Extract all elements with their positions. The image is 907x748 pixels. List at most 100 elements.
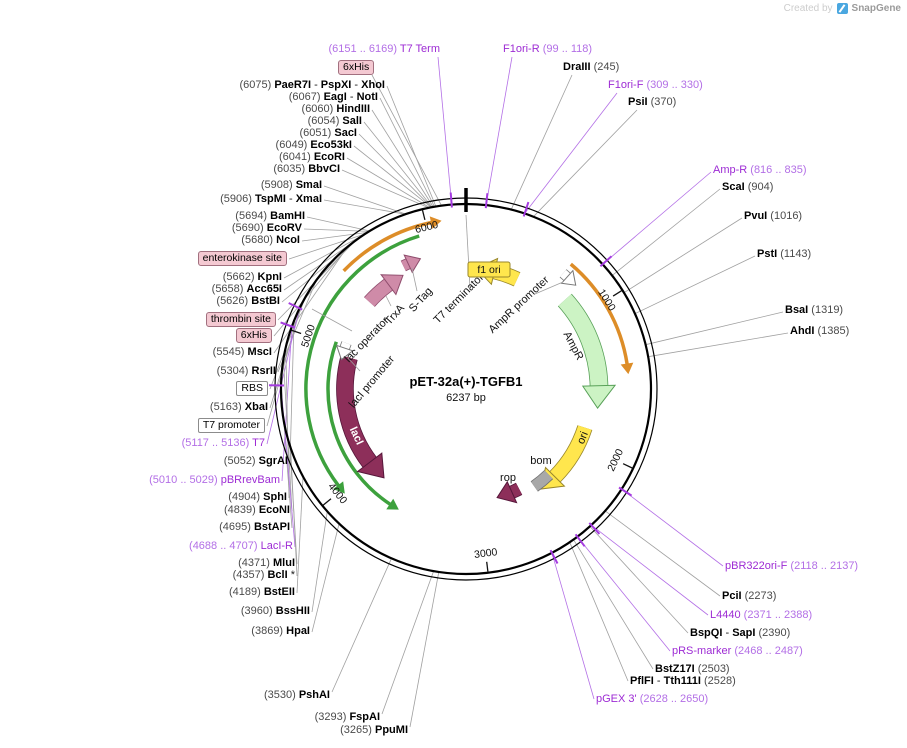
connector-scai bbox=[611, 188, 721, 276]
site-label-f1ori-r[interactable]: F1ori-R (99 .. 118) bbox=[503, 43, 593, 55]
site-label-bstapi[interactable]: (4695) BstAPI bbox=[219, 521, 290, 533]
site-label-eagi-noti[interactable]: (6067) EagI - NotI bbox=[288, 91, 378, 103]
primer-tick-6160[interactable] bbox=[449, 192, 453, 208]
site-label-hpai[interactable]: (3869) HpaI bbox=[251, 625, 310, 637]
primer-tick-5020[interactable] bbox=[280, 321, 296, 329]
primer-tick-2477[interactable] bbox=[574, 533, 586, 547]
feature-arrowhead-TrxA[interactable] bbox=[380, 274, 404, 296]
site-label-t7-term[interactable]: (6151 .. 6169) T7 Term bbox=[328, 43, 441, 55]
site-label-ncoi[interactable]: (5680) NcoI bbox=[241, 234, 300, 246]
site-label-pgex-3[interactable]: pGEX 3' (2628 .. 2650) bbox=[596, 693, 709, 705]
site-label-tspmi-xmai[interactable]: (5906) TspMI - XmaI bbox=[220, 193, 322, 205]
site-label-hindiii[interactable]: (6060) HindIII bbox=[301, 103, 370, 115]
site-label-l4440[interactable]: L4440 (2371 .. 2388) bbox=[710, 609, 813, 621]
site-label-enterokinase-site[interactable]: enterokinase site bbox=[197, 251, 287, 266]
feature-label-f1-ori[interactable]: f1 ori bbox=[477, 264, 500, 276]
site-label-6xhis-top[interactable]: 6xHis bbox=[338, 60, 375, 75]
scale-tick-1000 bbox=[612, 290, 622, 297]
feature-arrowhead-S-Tag[interactable] bbox=[403, 254, 422, 274]
primer-tick-2380[interactable] bbox=[588, 522, 601, 535]
site-label-bbvci[interactable]: (6035) BbvCI bbox=[273, 163, 340, 175]
site-label-pbrrevbam[interactable]: (5010 .. 5029) pBRrevBam bbox=[149, 474, 280, 486]
primer-tick-2639[interactable] bbox=[549, 549, 559, 564]
site-label-bsshii[interactable]: (3960) BssHII bbox=[240, 605, 310, 617]
site-label-sphi[interactable]: (4904) SphI bbox=[228, 491, 287, 503]
primer-tick-108[interactable] bbox=[484, 193, 489, 209]
feature-arrowhead-orf-arc-green-outer[interactable] bbox=[333, 481, 345, 494]
site-label-pvui[interactable]: PvuI (1016) bbox=[744, 210, 803, 222]
site-label-prs-marker[interactable]: pRS-marker (2468 .. 2487) bbox=[672, 645, 803, 657]
site-label-amp-r[interactable]: Amp-R (816 .. 835) bbox=[713, 164, 807, 176]
site-label-sali[interactable]: (6054) SalI bbox=[307, 115, 362, 127]
feature-label-bom[interactable]: bom bbox=[530, 455, 551, 467]
site-label-ahdi[interactable]: AhdI (1385) bbox=[790, 325, 850, 337]
feature-arc-orf-arc-top-left[interactable] bbox=[342, 220, 432, 273]
site-label-kpni[interactable]: (5662) KpnI bbox=[222, 271, 282, 283]
feature-arrowhead-rop[interactable] bbox=[496, 480, 518, 504]
scale-label-6000: 6000 bbox=[414, 219, 440, 236]
feature-arc-AmpR[interactable] bbox=[558, 294, 608, 387]
feature-arc-bom[interactable] bbox=[531, 470, 553, 492]
watermark: Created by SnapGene bbox=[784, 3, 901, 14]
feature-arrowhead-orf-arc-right[interactable] bbox=[620, 362, 634, 375]
site-label-rbs[interactable]: RBS bbox=[236, 381, 268, 396]
site-label-acc65i[interactable]: (5658) Acc65I bbox=[211, 283, 282, 295]
feature-arrowhead-AmpR-promoter[interactable] bbox=[560, 269, 577, 286]
site-label-bsai[interactable]: BsaI (1319) bbox=[785, 304, 844, 316]
feature-label-ori[interactable]: ori bbox=[575, 430, 591, 446]
site-label-draiii[interactable]: DraIII (245) bbox=[563, 61, 620, 73]
feature-arrowhead-lacI-promoter[interactable] bbox=[335, 344, 354, 361]
site-label-laci-r[interactable]: (4688 .. 4707) LacI-R bbox=[189, 540, 293, 552]
site-label-sgrai[interactable]: (5052) SgrAI bbox=[223, 455, 288, 467]
site-label-pflfi-tth111i[interactable]: PflFI - Tth111I (2528) bbox=[630, 675, 736, 687]
feature-arc-orf-arc-green-outer[interactable] bbox=[304, 234, 420, 487]
feature-arc-orf-arc-green-inner[interactable] bbox=[326, 341, 392, 506]
site-label-bamhi[interactable]: (5694) BamHI bbox=[235, 210, 305, 222]
feature-label-rop[interactable]: rop bbox=[500, 472, 516, 484]
feature-arrowhead-orf-arc-top-left[interactable] bbox=[429, 216, 442, 229]
connector-f1ori-r bbox=[485, 56, 513, 206]
site-label-ecori[interactable]: (6041) EcoRI bbox=[278, 151, 345, 163]
primer-tick-5126[interactable] bbox=[288, 302, 303, 311]
connector-eagi-noti bbox=[379, 97, 435, 207]
site-label-t7-promoter[interactable]: T7 promoter bbox=[197, 418, 265, 433]
feature-arc-ori[interactable] bbox=[549, 425, 592, 482]
feature-arrowhead-lacI[interactable] bbox=[356, 452, 385, 479]
site-label-thrombin-site[interactable]: thrombin site bbox=[205, 312, 276, 327]
site-label-scai[interactable]: ScaI (904) bbox=[722, 181, 774, 193]
site-label-ecorv[interactable]: (5690) EcoRV bbox=[231, 222, 302, 234]
feature-arrowhead-orf-arc-green-inner[interactable] bbox=[386, 498, 399, 510]
site-label-psti[interactable]: PstI (1143) bbox=[757, 248, 812, 260]
site-label-smai[interactable]: (5908) SmaI bbox=[260, 179, 322, 191]
primer-tick-2127[interactable] bbox=[618, 486, 633, 497]
feature-label-box-f1-ori[interactable] bbox=[467, 261, 511, 278]
site-label-saci[interactable]: (6051) SacI bbox=[299, 127, 358, 139]
primer-tick-320[interactable] bbox=[522, 201, 530, 217]
feature-arrowhead-AmpR[interactable] bbox=[581, 384, 617, 409]
site-label-bcli[interactable]: (4357) BclI * bbox=[232, 569, 295, 581]
site-label-psii[interactable]: PsiI (370) bbox=[628, 96, 677, 108]
site-label-rsrii[interactable]: (5304) RsrII bbox=[216, 365, 276, 377]
site-label-pshai[interactable]: (3530) PshAI bbox=[263, 689, 330, 701]
feature-arc-orf-arc-right[interactable] bbox=[569, 262, 629, 365]
site-label-f1ori-f[interactable]: F1ori-F (309 .. 330) bbox=[608, 79, 703, 91]
site-label-pcii[interactable]: PciI (2273) bbox=[722, 590, 777, 602]
site-label-bstz17i[interactable]: BstZ17I (2503) bbox=[655, 663, 730, 675]
site-label-pbr322ori-f[interactable]: pBR322ori-F (2118 .. 2137) bbox=[725, 560, 859, 572]
site-label-mlui[interactable]: (4371) MluI bbox=[238, 557, 295, 569]
site-label-ppumi[interactable]: (3265) PpuMI bbox=[340, 724, 408, 736]
site-label-fspai[interactable]: (3293) FspAI bbox=[314, 711, 380, 723]
primer-tick-825[interactable] bbox=[599, 255, 613, 268]
site-label-msci[interactable]: (5545) MscI bbox=[212, 346, 272, 358]
site-label-bstbi[interactable]: (5626) BstBI bbox=[216, 295, 280, 307]
site-label-paer7i-pspxi-xhoi[interactable]: (6075) PaeR7I - PspXI - XhoI bbox=[239, 79, 385, 91]
site-label-t7-primer[interactable]: (5117 .. 5136) T7 bbox=[181, 437, 265, 449]
site-label-econi[interactable]: (4839) EcoNI bbox=[223, 504, 290, 516]
site-label-bsteii[interactable]: (4189) BstEII bbox=[228, 586, 295, 598]
site-label-bspqi-sapi[interactable]: BspQI - SapI (2390) bbox=[690, 627, 791, 639]
site-label-6xhis-left[interactable]: 6xHis bbox=[235, 328, 272, 343]
feature-arc-lacI[interactable] bbox=[337, 355, 377, 468]
connector-bstz17i bbox=[573, 539, 654, 670]
site-label-eco53ki[interactable]: (6049) Eco53kI bbox=[275, 139, 352, 151]
site-label-xbai[interactable]: (5163) XbaI bbox=[209, 401, 268, 413]
